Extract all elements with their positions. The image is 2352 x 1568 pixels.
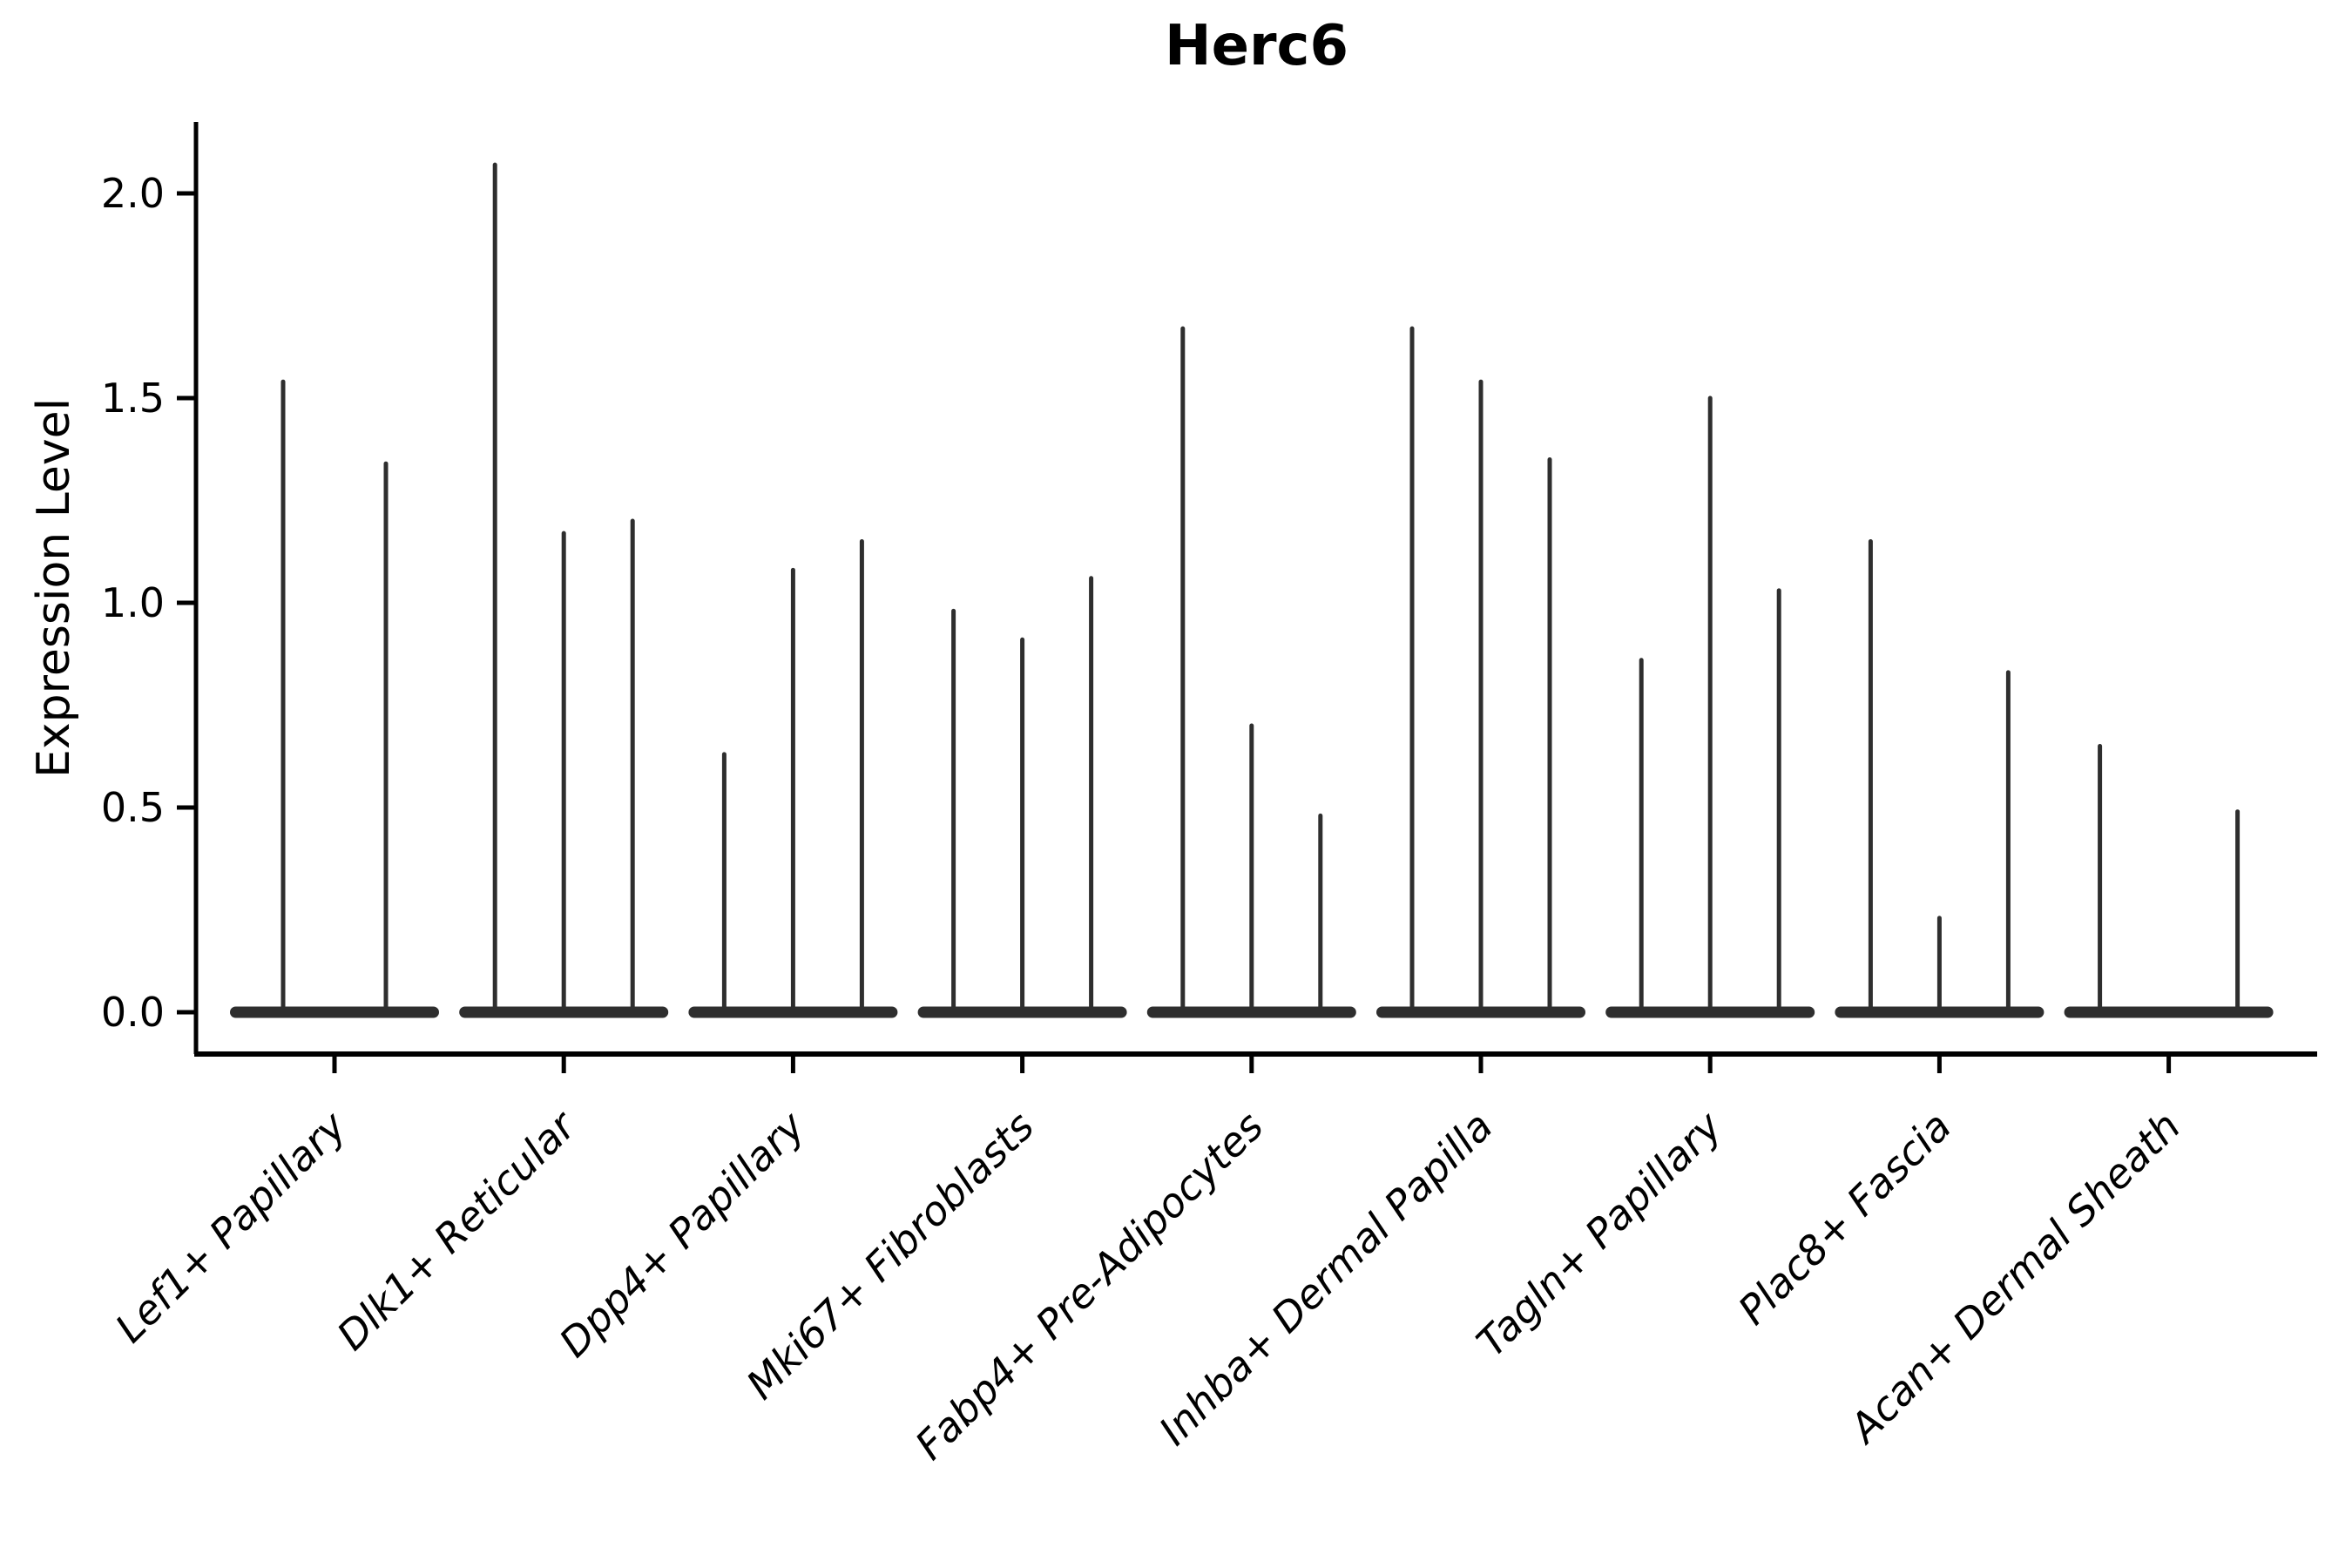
y-tick-label: 0.0 <box>101 989 165 1036</box>
violin-baseline <box>2064 1006 2274 1018</box>
y-tick-label: 1.5 <box>101 375 165 422</box>
y-tick-label: 2.0 <box>101 170 165 217</box>
x-tick-label: Dlk1+ Reticular <box>328 1100 586 1359</box>
chart-title: Herc6 <box>1165 14 1348 78</box>
x-tick-label: Dpp4+ Papillary <box>551 1102 814 1366</box>
x-tick-label: Plac8+ Fascia <box>1729 1103 1960 1334</box>
x-tick-label: Lef1+ Papillary <box>106 1102 355 1351</box>
y-tick-label: 1.0 <box>101 579 165 626</box>
x-tick-label: Tagln+ Papillary <box>1468 1102 1732 1366</box>
y-tick-label: 0.5 <box>101 784 165 831</box>
violin-baseline <box>230 1006 439 1018</box>
